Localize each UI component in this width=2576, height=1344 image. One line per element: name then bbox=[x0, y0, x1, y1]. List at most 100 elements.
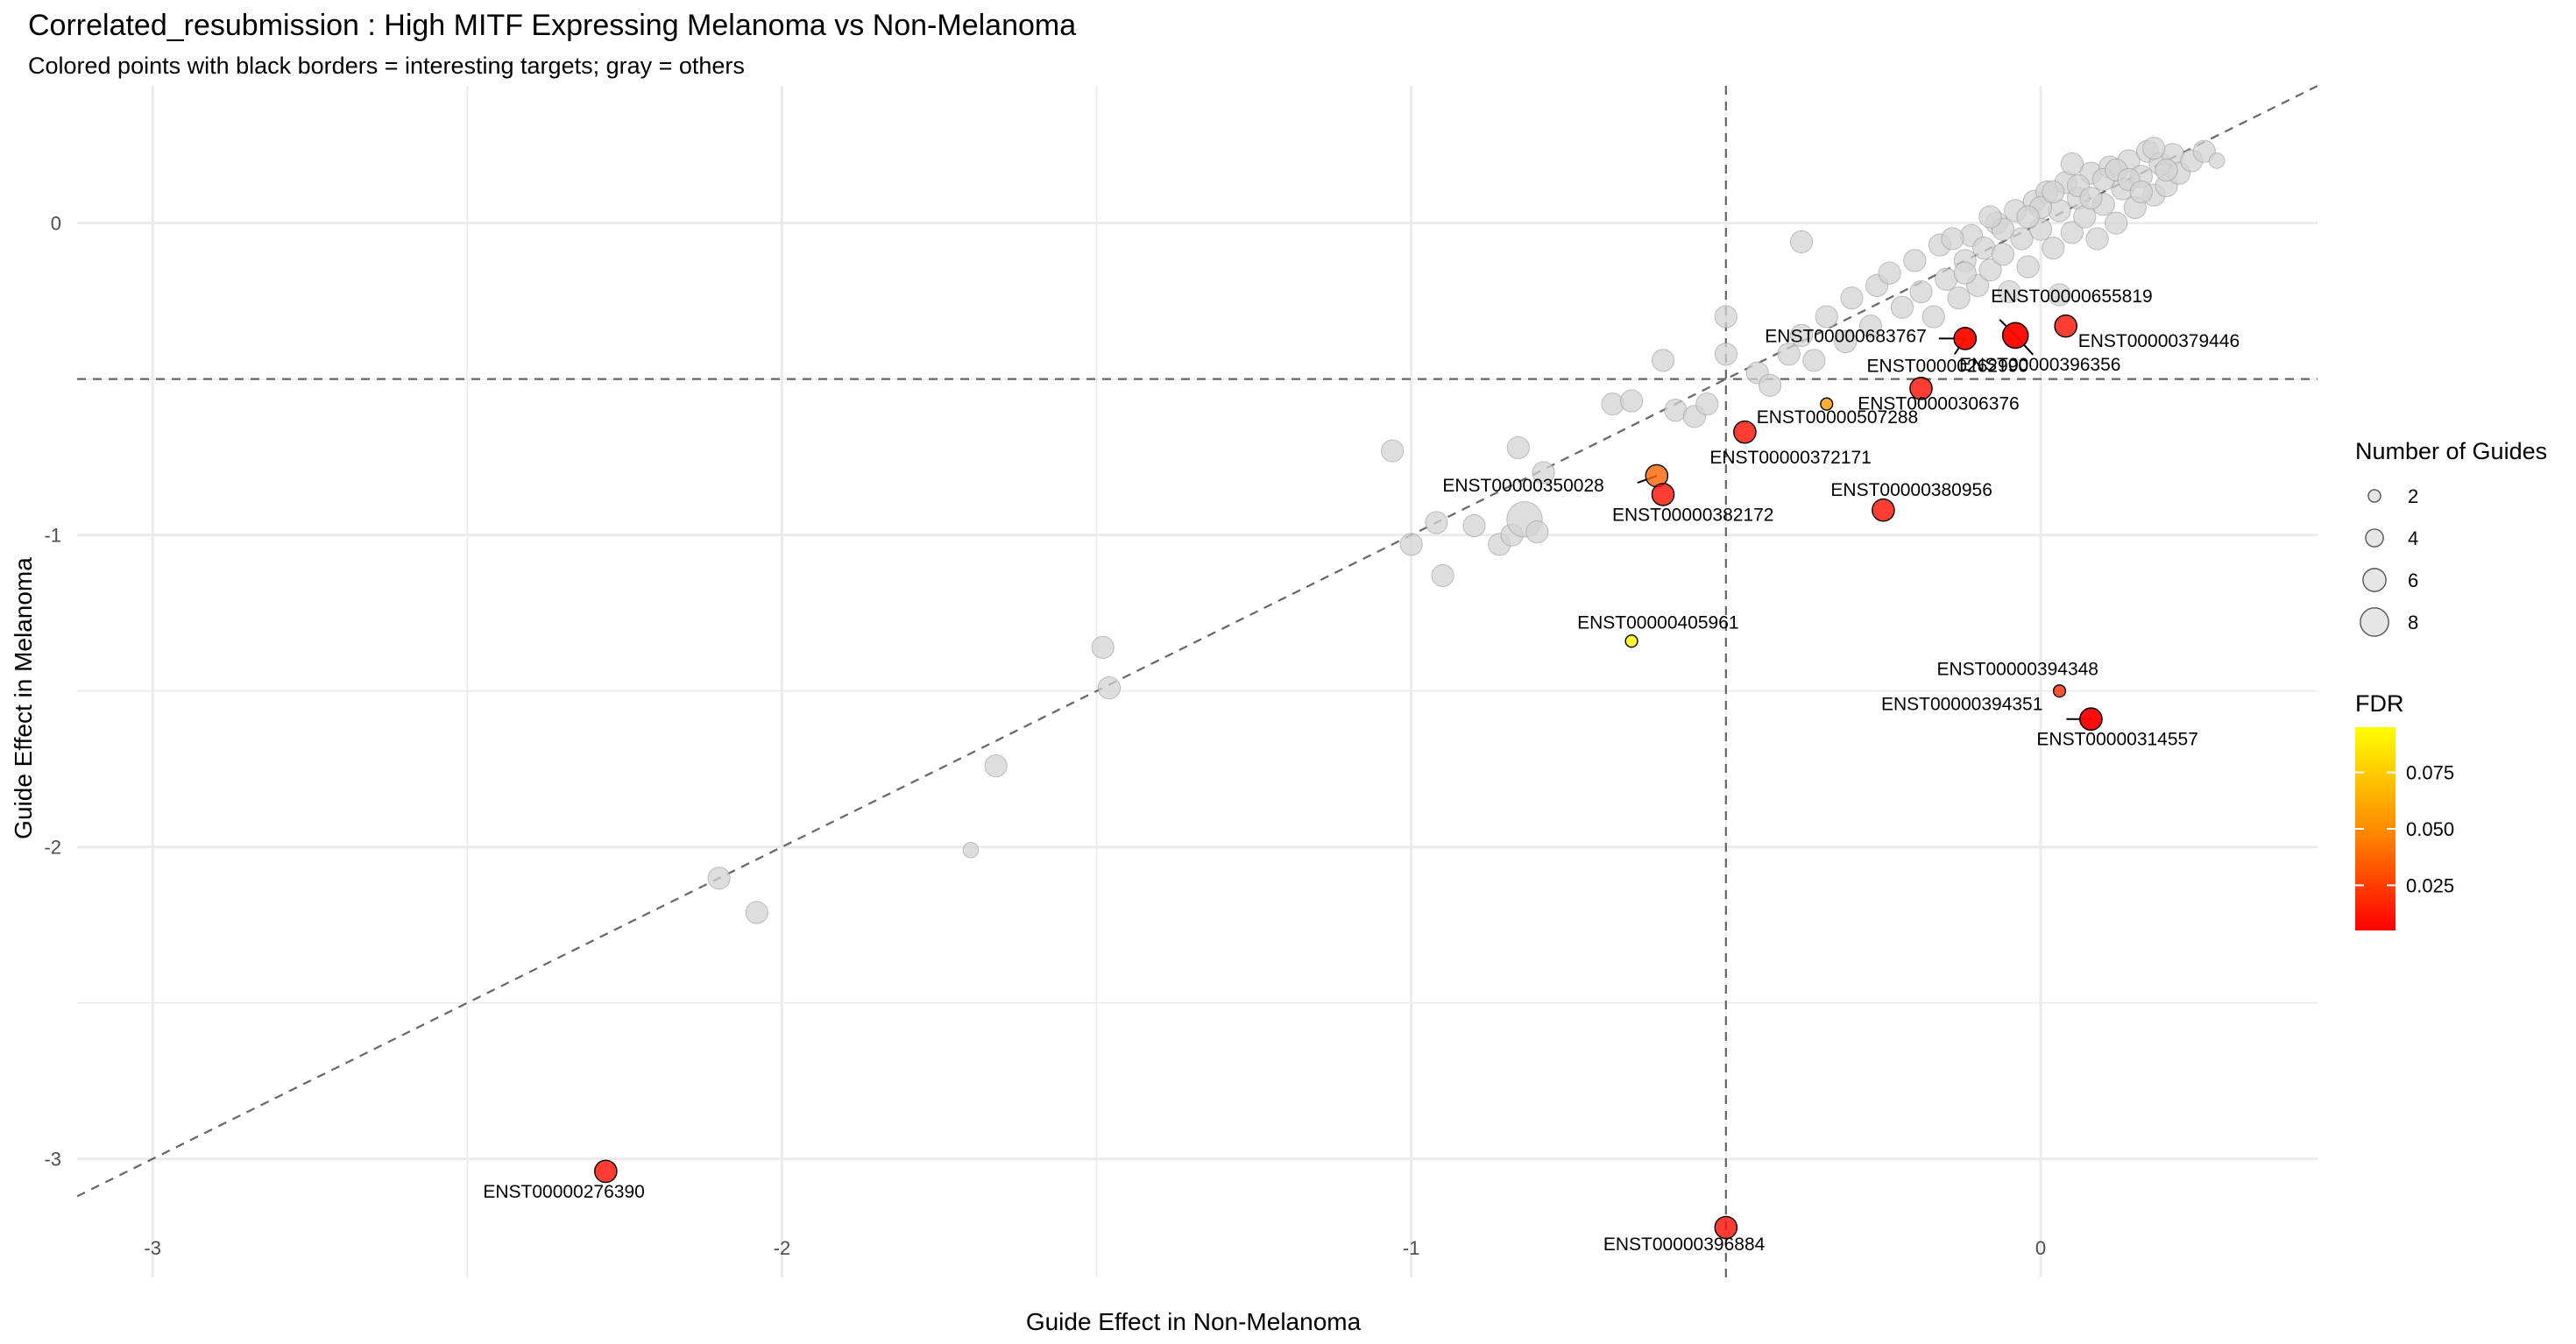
other-point bbox=[1525, 520, 1549, 544]
other-point bbox=[1601, 393, 1624, 416]
other-point bbox=[1858, 315, 1883, 338]
other-point bbox=[2016, 255, 2040, 279]
other-point bbox=[1921, 305, 1945, 329]
other-point bbox=[1815, 305, 1838, 329]
y-tick-label: 0 bbox=[51, 213, 61, 235]
other-point bbox=[1381, 439, 1405, 463]
point-label: ENST00000276390 bbox=[483, 1182, 644, 1202]
other-point bbox=[1941, 227, 1964, 251]
other-point bbox=[2085, 227, 2109, 251]
colorbar-tick-label: 0.050 bbox=[2406, 818, 2454, 840]
interesting-point bbox=[2079, 707, 2103, 732]
other-point bbox=[1903, 249, 1927, 272]
other-point bbox=[1878, 261, 1901, 285]
other-point bbox=[2060, 152, 2084, 176]
chart-title: Correlated_resubmission : High MITF Expr… bbox=[28, 9, 1076, 42]
other-point bbox=[1619, 389, 1644, 413]
interesting-point bbox=[1714, 1215, 1738, 1240]
size-legend-key bbox=[2365, 528, 2384, 548]
x-tick-label: -1 bbox=[1403, 1237, 1420, 1259]
other-point bbox=[745, 901, 768, 924]
other-points bbox=[707, 137, 2226, 924]
other-point bbox=[1651, 349, 1675, 372]
interesting-point bbox=[1733, 420, 1757, 444]
interesting-point bbox=[2054, 314, 2077, 338]
other-point bbox=[962, 841, 980, 859]
other-point bbox=[1431, 563, 1454, 588]
point-label: ENST00000380956 bbox=[1830, 480, 1992, 500]
interesting-point bbox=[1872, 498, 1895, 522]
interesting-point bbox=[1820, 397, 1834, 411]
interesting-points bbox=[594, 314, 2103, 1240]
interesting-point bbox=[1624, 634, 1638, 648]
point-label: ENST00000394348 bbox=[1937, 660, 2098, 680]
other-point bbox=[2129, 180, 2153, 204]
point-label: ENST00000382172 bbox=[1612, 505, 1773, 525]
point-label: ENST00000405961 bbox=[1577, 613, 1738, 633]
color-legend-title: FDR bbox=[2355, 690, 2404, 717]
point-label: ENST00000507288 bbox=[1757, 407, 1918, 428]
x-tick-label: -2 bbox=[774, 1237, 791, 1259]
other-point bbox=[1789, 323, 1814, 347]
point-label: ENST00000372171 bbox=[1709, 448, 1871, 468]
other-point bbox=[2048, 283, 2071, 307]
interesting-point bbox=[594, 1159, 618, 1184]
other-point bbox=[1909, 279, 1933, 304]
other-point bbox=[1997, 279, 2021, 304]
x-axis-title: Guide Effect in Non-Melanoma bbox=[1026, 1308, 1362, 1335]
point-labels: ENST00000655819 ENST00000379446 ENST000006… bbox=[483, 286, 2240, 1255]
other-point bbox=[1759, 373, 1782, 397]
other-point bbox=[2079, 187, 2103, 210]
other-point bbox=[1714, 305, 1737, 329]
other-point bbox=[2016, 205, 2040, 229]
other-point bbox=[2142, 137, 2166, 160]
other-point bbox=[1462, 513, 1486, 538]
x-tick-label: -3 bbox=[144, 1237, 161, 1259]
point-label: ENST00000394351 bbox=[1881, 695, 2042, 715]
axis-ticks: -3 -2 -1 0 -3 -2 -1 0 bbox=[44, 213, 2046, 1259]
size-legend-label: 8 bbox=[2408, 612, 2418, 633]
other-point bbox=[1695, 393, 1719, 416]
other-point bbox=[1532, 461, 1555, 485]
size-legend-label: 6 bbox=[2408, 569, 2418, 591]
other-point bbox=[1991, 243, 2014, 266]
interesting-point bbox=[2002, 322, 2029, 350]
size-legend-title: Number of Guides bbox=[2355, 438, 2547, 464]
other-point bbox=[984, 754, 1008, 778]
other-point bbox=[1399, 533, 1423, 556]
interesting-point bbox=[1953, 327, 1978, 350]
point-label: ENST00000314557 bbox=[2036, 730, 2197, 750]
other-point bbox=[1777, 343, 1801, 366]
other-point bbox=[1425, 511, 1448, 534]
other-point bbox=[1097, 676, 1122, 700]
grid bbox=[77, 86, 2318, 1277]
other-point bbox=[707, 867, 731, 890]
other-point bbox=[2060, 221, 2084, 244]
other-point bbox=[1802, 349, 1826, 372]
point-label: ENST00000655819 bbox=[1991, 286, 2152, 307]
x-tick-label: 0 bbox=[2035, 1237, 2046, 1259]
other-point bbox=[1789, 230, 1814, 254]
other-point bbox=[1978, 205, 2002, 229]
other-point bbox=[1953, 261, 1977, 285]
other-point bbox=[1890, 295, 1914, 319]
other-point bbox=[2042, 180, 2065, 204]
colorbar-tick-label: 0.075 bbox=[2406, 762, 2454, 784]
other-point bbox=[1947, 286, 1971, 310]
colorbar-tick-label: 0.025 bbox=[2406, 874, 2454, 896]
size-legend-key bbox=[2362, 568, 2387, 592]
other-point bbox=[2155, 159, 2178, 182]
size-legend-label: 2 bbox=[2408, 485, 2418, 507]
point-label: ENST00000306376 bbox=[1858, 393, 2019, 414]
point-label: ENST00000683767 bbox=[1765, 326, 1926, 346]
other-point bbox=[2105, 211, 2128, 235]
size-legend-key bbox=[2367, 489, 2381, 503]
color-legend: FDR 0.025 0.050 0.075 bbox=[2355, 690, 2454, 930]
y-tick-label: -1 bbox=[44, 525, 61, 547]
other-point bbox=[1506, 435, 1530, 460]
other-point bbox=[1091, 635, 1115, 659]
point-label: ENST00000262990 bbox=[1867, 356, 2028, 376]
point-label: ENST00000396884 bbox=[1603, 1234, 1766, 1255]
point-label: ENST00000396356 bbox=[1959, 355, 2120, 375]
